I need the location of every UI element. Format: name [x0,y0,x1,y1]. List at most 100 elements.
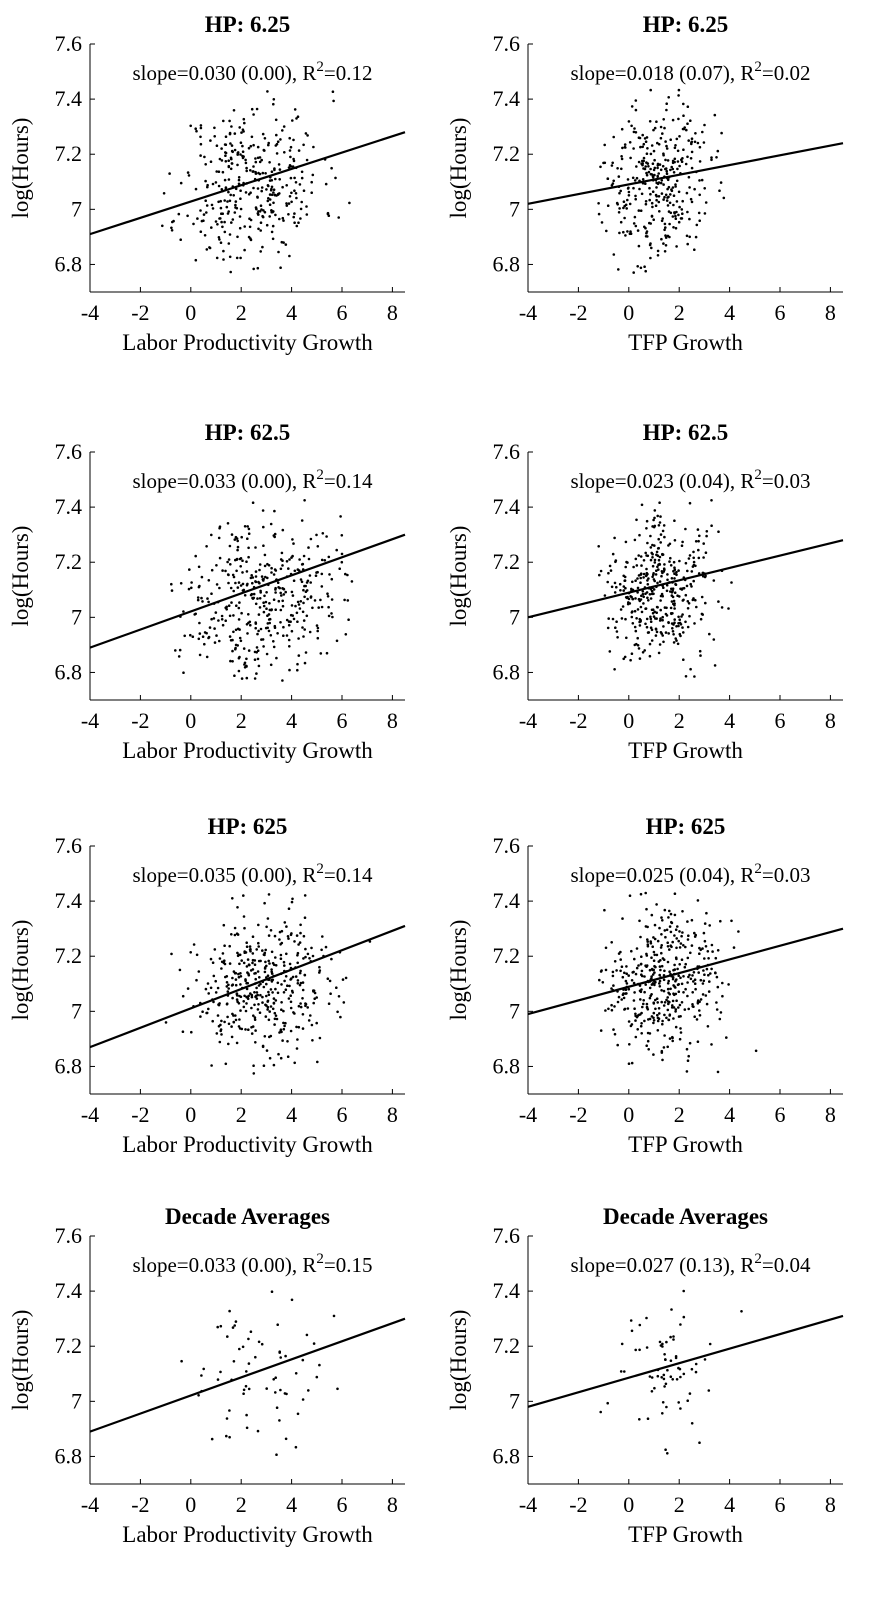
scatter-point [624,979,628,983]
scatter-point [304,955,307,959]
scatter-point [682,975,685,978]
scatter-point [679,1323,682,1326]
scatter-point [686,607,690,610]
scatter-point [675,957,678,961]
scatter-point [658,965,662,968]
scatter-point [293,108,297,111]
scatter-point [690,944,694,947]
y-tick-label: 7 [509,604,520,629]
scatter-point [606,626,610,630]
scatter-point [244,158,247,162]
scatter-point [234,647,237,651]
scatter-point [320,948,323,952]
scatter-point [221,170,225,174]
scatter-point [661,164,665,168]
scatter-point [668,201,672,205]
scatter-point [634,1348,637,1352]
scatter-point [257,923,260,927]
scatter-point [667,185,671,189]
scatter-point [225,605,228,609]
scatter-point [241,582,245,586]
scatter-point [195,953,199,957]
scatter-point [239,972,242,975]
scatter-point [221,623,225,627]
scatter-point [221,952,225,955]
scatter-point [672,203,675,207]
scatter-point [304,1002,307,1005]
scatter-point [682,127,686,131]
scatter-point [710,524,713,527]
x-tick-label: -4 [519,708,537,733]
scatter-point [732,946,736,949]
scatter-point [677,1401,680,1404]
scatter-point [325,535,328,538]
scatter-point [300,519,304,522]
scatter-point [299,1002,302,1005]
x-tick-label: 8 [387,300,398,325]
scatter-point [654,1007,657,1011]
fit-line [527,927,844,1016]
scatter-point [624,565,627,569]
scatter-point [344,976,348,980]
scatter-point [202,1367,205,1371]
regression-annotation: slope=0.023 (0.04), R2=0.03 [570,467,810,493]
scatter-point [655,630,659,634]
scatter-point [652,936,655,939]
scatter-point [646,235,649,238]
scatter-point [611,182,615,185]
scatter-point [610,1008,614,1012]
scatter-point [264,960,267,964]
scatter-point [273,1011,277,1015]
scatter-point [227,178,231,181]
scatter-point [238,226,242,230]
scatter-point [677,1015,681,1018]
scatter-point [666,159,670,162]
scatter-point [653,558,657,562]
scatter-point [207,579,211,582]
scatter-point [268,962,271,965]
scatter-point [623,1008,626,1011]
scatter-point [654,573,658,576]
scatter-point [211,961,215,964]
scatter-point [711,950,714,953]
scatter-point [644,551,647,555]
scatter-point [628,894,632,897]
annotation-prefix: slope=0.027 (0.13), R [570,1253,754,1277]
scatter-point [680,615,683,618]
scatter-point [339,1015,342,1019]
scatter-point [621,975,625,979]
scatter-point [214,181,218,184]
scatter-point [657,651,661,655]
scatter-point [303,916,307,919]
scatter-point [247,193,251,196]
scatter-point [652,959,656,962]
scatter-point [650,1376,654,1379]
scatter-point [238,557,242,561]
scatter-point [666,187,669,191]
scatter-point [615,585,618,589]
scatter-point [244,1009,248,1013]
scatter-point [194,554,197,558]
scatter-point [239,256,242,260]
y-tick-label: 7.6 [493,833,521,858]
scatter-point [672,1338,675,1341]
scatter-point [335,548,339,552]
scatter-point [242,117,246,121]
scatter-point [235,206,239,210]
regression-annotation: slope=0.018 (0.07), R2=0.02 [570,59,810,85]
scatter-point [316,545,320,548]
scatter-point [597,202,600,205]
scatter-point [295,196,298,200]
scatter-point [671,186,675,189]
scatter-point [682,102,685,106]
scatter-point [659,181,663,185]
scatter-point [620,617,624,620]
scatter-point [624,988,628,991]
scatter-point [642,595,645,599]
scatter-point [218,1002,221,1005]
scatter-point [263,137,267,140]
scatter-point [660,237,663,241]
scatter-point [692,556,695,560]
scatter-point [646,940,649,943]
annotation-prefix: slope=0.035 (0.00), R [132,863,316,887]
